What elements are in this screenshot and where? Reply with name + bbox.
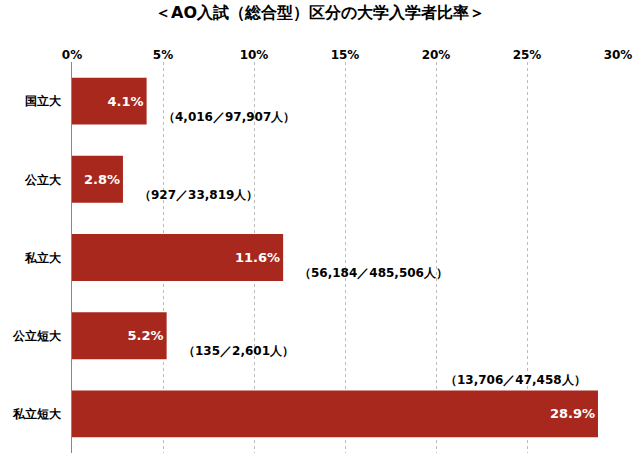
svg-text:0%: 0%	[62, 48, 82, 62]
svg-text:（927／33,819人）: （927／33,819人）	[139, 188, 258, 202]
svg-text:5%: 5%	[153, 48, 173, 62]
svg-text:＜AO入試（総合型）区分の大学入学者比率＞: ＜AO入試（総合型）区分の大学入学者比率＞	[155, 3, 485, 22]
svg-text:11.6%: 11.6%	[235, 250, 280, 265]
svg-text:4.1%: 4.1%	[108, 94, 144, 109]
svg-text:私立短大: 私立短大	[12, 407, 62, 421]
svg-text:（56,184／485,506人）: （56,184／485,506人）	[299, 266, 448, 280]
svg-text:2.8%: 2.8%	[84, 172, 120, 187]
svg-text:20%: 20%	[422, 48, 451, 62]
svg-text:（4,016／97,907人）: （4,016／97,907人）	[163, 110, 295, 124]
svg-text:国立大: 国立大	[25, 94, 62, 108]
svg-text:10%: 10%	[240, 48, 269, 62]
svg-text:5.2%: 5.2%	[128, 328, 164, 343]
svg-text:公立短大: 公立短大	[12, 329, 62, 343]
svg-text:公立大: 公立大	[24, 173, 62, 187]
svg-text:15%: 15%	[331, 48, 360, 62]
svg-text:30%: 30%	[604, 48, 633, 62]
svg-text:私立大: 私立大	[24, 251, 62, 265]
svg-text:（13,706／47,458人）: （13,706／47,458人）	[445, 373, 586, 387]
svg-text:28.9%: 28.9%	[550, 406, 595, 421]
svg-text:25%: 25%	[513, 48, 542, 62]
svg-text:（135／2,601人）: （135／2,601人）	[183, 344, 294, 358]
